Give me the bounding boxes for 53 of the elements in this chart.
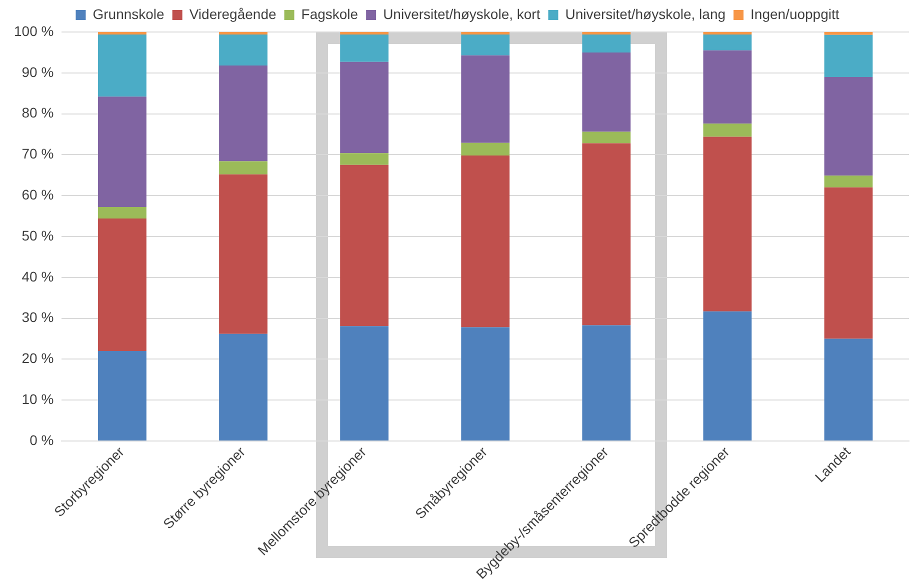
bar	[461, 55, 510, 143]
bar	[340, 62, 389, 154]
bar	[340, 326, 389, 441]
bar	[582, 52, 631, 132]
bar	[461, 142, 510, 156]
bar	[582, 34, 631, 52]
bar	[703, 34, 752, 50]
bar	[340, 34, 389, 62]
y-tick-label: 80 %	[22, 104, 54, 121]
y-tick-label: 40 %	[22, 268, 54, 284]
bar	[98, 207, 146, 219]
bar	[824, 176, 873, 188]
legend-label: Videregående	[189, 6, 276, 22]
bar	[824, 187, 873, 339]
y-tick-label: 100 %	[14, 22, 54, 39]
legend-label: Universitet/høyskole, lang	[565, 6, 726, 22]
bar	[98, 218, 146, 352]
bar	[703, 311, 752, 441]
bar	[703, 136, 752, 312]
legend-label: Fagskole	[301, 6, 358, 22]
bar	[219, 66, 268, 162]
y-tick-label: 70 %	[22, 146, 54, 162]
y-tick-label: 20 %	[22, 350, 54, 366]
bar	[703, 50, 752, 124]
y-tick-label: 30 %	[22, 309, 54, 326]
y-tick-label: 60 %	[22, 186, 54, 202]
bar	[824, 34, 873, 77]
bar	[219, 34, 268, 66]
bar	[98, 34, 146, 97]
bar	[98, 96, 146, 208]
bar	[461, 327, 510, 441]
bar	[824, 32, 873, 35]
bar	[340, 153, 389, 165]
bar	[219, 334, 268, 441]
bar	[582, 143, 631, 326]
legend-label: Universitet/høyskole, kort	[383, 6, 540, 22]
bar	[98, 351, 146, 441]
bar	[461, 156, 510, 328]
bar	[582, 325, 631, 441]
y-tick-label: 90 %	[22, 64, 54, 80]
bar	[219, 174, 268, 334]
legend-label: Ingen/uoppgitt	[750, 6, 840, 22]
y-tick-label: 0 %	[30, 432, 54, 448]
legend-label: Grunnskole	[92, 6, 165, 22]
y-tick-label: 10 %	[22, 390, 54, 407]
bar	[824, 338, 873, 441]
bar	[340, 164, 389, 326]
bar	[582, 132, 631, 144]
y-tick-label: 50 %	[22, 227, 54, 244]
bar	[824, 76, 873, 176]
bar	[219, 161, 268, 174]
bar	[461, 34, 510, 56]
bar	[703, 124, 752, 137]
